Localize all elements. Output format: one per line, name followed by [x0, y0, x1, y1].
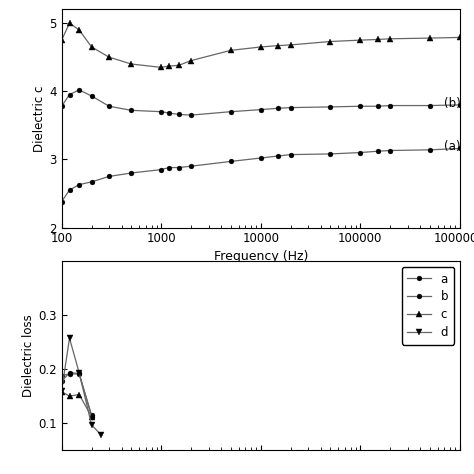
b	[89, 414, 94, 419]
c	[76, 392, 82, 397]
a	[59, 373, 64, 378]
b	[76, 371, 82, 376]
X-axis label: Frequency (Hz): Frequency (Hz)	[213, 249, 308, 263]
c	[89, 414, 94, 419]
Legend: a, b, c, d: a, b, c, d	[401, 266, 454, 345]
Line: d: d	[58, 335, 105, 438]
Line: a: a	[59, 372, 94, 418]
Text: (b): (b)	[444, 97, 461, 110]
d	[99, 432, 104, 438]
b	[67, 370, 73, 376]
Y-axis label: Dielectric loss: Dielectric loss	[22, 314, 36, 397]
Line: b: b	[59, 370, 94, 419]
d	[67, 335, 73, 341]
d	[89, 422, 94, 428]
c	[59, 389, 64, 395]
Text: (a): (a)	[444, 140, 461, 153]
a	[89, 412, 94, 418]
Line: c: c	[58, 388, 95, 420]
a	[76, 371, 82, 377]
Y-axis label: Dielectric c: Dielectric c	[34, 85, 46, 152]
a	[67, 371, 73, 377]
d	[59, 388, 64, 393]
d	[76, 370, 82, 376]
c	[67, 393, 73, 399]
b	[59, 378, 64, 384]
